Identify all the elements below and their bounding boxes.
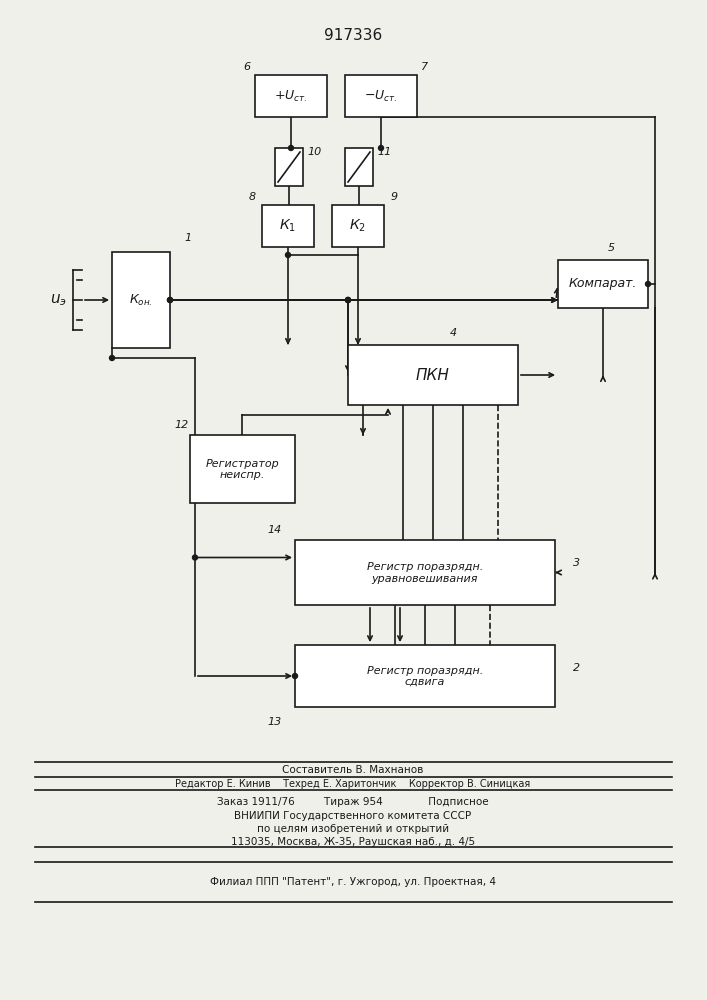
Text: уравновешивания: уравновешивания	[372, 574, 478, 584]
Bar	[295, 645, 555, 707]
Circle shape	[378, 145, 383, 150]
Bar	[295, 540, 555, 605]
Text: 11: 11	[378, 147, 392, 157]
Text: 4: 4	[450, 328, 457, 338]
Text: 5: 5	[607, 243, 614, 253]
Text: ВНИИПИ Государственного комитета СССР: ВНИИПИ Государственного комитета СССР	[235, 811, 472, 821]
Text: Компарат.: Компарат.	[569, 277, 637, 290]
Circle shape	[346, 298, 351, 302]
Text: 917336: 917336	[324, 27, 382, 42]
Text: по целям изобретений и открытий: по целям изобретений и открытий	[257, 824, 449, 834]
Text: Регистр поразрядн.: Регистр поразрядн.	[367, 666, 483, 676]
Bar	[345, 75, 417, 117]
Circle shape	[192, 555, 197, 560]
Circle shape	[293, 674, 298, 678]
Text: $К_1$: $К_1$	[279, 218, 296, 234]
Text: 12: 12	[175, 420, 189, 430]
Text: 8: 8	[248, 192, 255, 202]
Text: 7: 7	[421, 62, 428, 72]
Text: $u_э$: $u_э$	[49, 292, 66, 308]
Text: 14: 14	[268, 525, 282, 535]
Bar	[332, 205, 384, 247]
Circle shape	[110, 356, 115, 360]
Circle shape	[168, 298, 173, 302]
Circle shape	[168, 298, 173, 302]
Text: ПКН: ПКН	[416, 367, 450, 382]
Circle shape	[346, 298, 351, 302]
Bar	[345, 148, 373, 186]
Bar	[112, 252, 170, 348]
Text: 113035, Москва, Ж-35, Раушская наб., д. 4/5: 113035, Москва, Ж-35, Раушская наб., д. …	[231, 837, 475, 847]
Text: неиспр.: неиспр.	[220, 470, 265, 480]
Bar	[262, 205, 314, 247]
Text: $-U_{ст.}$: $-U_{ст.}$	[364, 88, 397, 104]
Text: 3: 3	[573, 558, 580, 568]
Bar	[558, 260, 648, 308]
Bar	[255, 75, 327, 117]
Bar	[348, 345, 518, 405]
Text: Регистр поразрядн.: Регистр поразрядн.	[367, 562, 483, 572]
Text: Редактор Е. Кинив    Техред Е. Харитончик    Корректор В. Синицкая: Редактор Е. Кинив Техред Е. Харитончик К…	[175, 779, 531, 789]
Text: 10: 10	[308, 147, 322, 157]
Text: $+U_{ст.}$: $+U_{ст.}$	[274, 88, 308, 104]
Text: 13: 13	[268, 717, 282, 727]
Text: 2: 2	[573, 663, 580, 673]
Bar	[275, 148, 303, 186]
Text: 1: 1	[185, 233, 192, 243]
Text: 9: 9	[390, 192, 397, 202]
Text: Составитель В. Махнанов: Составитель В. Махнанов	[282, 765, 423, 775]
Text: Регистратор: Регистратор	[206, 459, 279, 469]
Text: $К_{он.}$: $К_{он.}$	[129, 292, 153, 308]
Circle shape	[346, 298, 351, 302]
Text: Заказ 1911/76         Тираж 954              Подписное: Заказ 1911/76 Тираж 954 Подписное	[217, 797, 489, 807]
Circle shape	[286, 252, 291, 257]
Circle shape	[645, 282, 650, 286]
Text: $К_2$: $К_2$	[349, 218, 366, 234]
Circle shape	[288, 145, 293, 150]
Text: Филиал ППП "Патент", г. Ужгород, ул. Проектная, 4: Филиал ППП "Патент", г. Ужгород, ул. Про…	[210, 877, 496, 887]
Bar	[190, 435, 295, 503]
Text: сдвига: сдвига	[405, 677, 445, 687]
Text: 6: 6	[243, 62, 250, 72]
